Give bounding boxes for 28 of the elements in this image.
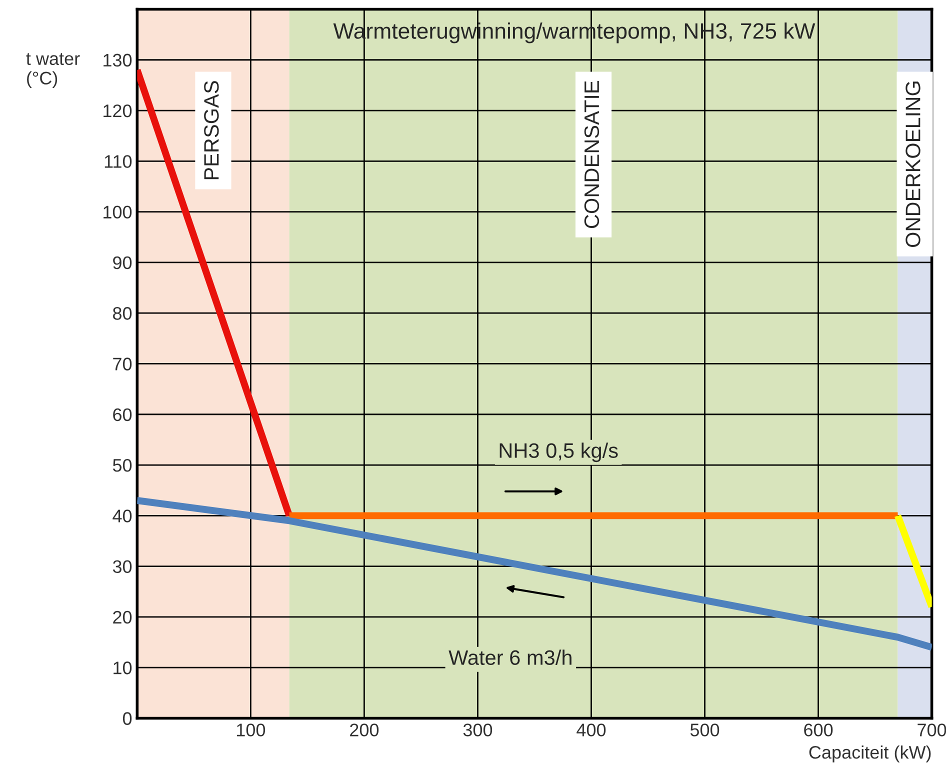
y-tick-label: 20 — [113, 610, 132, 624]
y-tick-label: 40 — [112, 510, 132, 522]
y-tick-label: 30 — [112, 560, 132, 574]
x-tick-label: 400 — [576, 724, 606, 736]
y-tick-label: 130 — [104, 54, 132, 67]
x-tick-label: 600 — [804, 724, 833, 736]
y-tick-label: 70 — [113, 358, 132, 370]
x-tick-label: 200 — [350, 724, 379, 736]
y-tick-label: 80 — [113, 307, 132, 320]
y-tick-label: 100 — [104, 206, 132, 219]
y-axis-title: t water (°C) — [26, 53, 80, 88]
y-tick-label: 90 — [113, 256, 132, 270]
y-tick-label: 120 — [104, 104, 132, 118]
x-tick-label: 500 — [690, 724, 720, 736]
y-tick-label: 0 — [122, 712, 132, 725]
annotation: NH3 0,5 kg/s — [500, 442, 618, 462]
x-axis-title: Capaciteit (kW) — [809, 745, 931, 762]
y-tick-label: 110 — [104, 155, 132, 168]
y-tick-label: 10 — [114, 662, 132, 674]
y-tick-label: 50 — [112, 458, 132, 472]
band-label: ONDERKOELING — [906, 82, 920, 247]
x-tick-label: 100 — [237, 724, 266, 736]
x-tick-label: 700 — [918, 724, 946, 736]
annotation: Water 6 m3/h — [448, 650, 572, 665]
band-label: PERSGAS — [204, 81, 219, 180]
x-tick-label: 300 — [463, 724, 492, 736]
band-label: CONDENSATIE — [584, 81, 600, 228]
y-tick-label: 60 — [113, 408, 132, 422]
